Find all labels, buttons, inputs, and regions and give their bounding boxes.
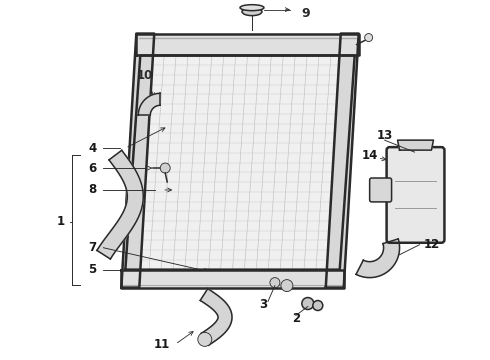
Polygon shape bbox=[200, 289, 232, 345]
Circle shape bbox=[365, 33, 372, 41]
Text: 3: 3 bbox=[259, 298, 267, 311]
Polygon shape bbox=[136, 33, 359, 55]
Circle shape bbox=[198, 332, 212, 346]
Text: 2: 2 bbox=[292, 312, 300, 325]
Polygon shape bbox=[326, 33, 359, 288]
Text: 11: 11 bbox=[154, 338, 171, 351]
Circle shape bbox=[302, 298, 314, 310]
Circle shape bbox=[281, 280, 293, 292]
Polygon shape bbox=[356, 239, 399, 278]
Ellipse shape bbox=[242, 8, 262, 15]
Text: 5: 5 bbox=[88, 263, 97, 276]
Polygon shape bbox=[138, 93, 160, 115]
Polygon shape bbox=[97, 150, 143, 259]
Polygon shape bbox=[397, 140, 434, 150]
Polygon shape bbox=[122, 33, 154, 288]
Circle shape bbox=[270, 278, 280, 288]
Text: 10: 10 bbox=[137, 69, 153, 82]
Text: 8: 8 bbox=[88, 184, 97, 197]
Polygon shape bbox=[125, 55, 355, 270]
Circle shape bbox=[160, 163, 170, 173]
Circle shape bbox=[313, 301, 323, 310]
Text: 14: 14 bbox=[362, 149, 378, 162]
Text: 12: 12 bbox=[423, 238, 440, 251]
Text: 6: 6 bbox=[88, 162, 97, 175]
Text: 13: 13 bbox=[376, 129, 392, 142]
Text: 7: 7 bbox=[88, 241, 97, 254]
FancyBboxPatch shape bbox=[387, 147, 444, 243]
Polygon shape bbox=[122, 270, 343, 288]
FancyBboxPatch shape bbox=[369, 178, 392, 202]
Text: 1: 1 bbox=[56, 215, 65, 228]
Text: 4: 4 bbox=[88, 141, 97, 155]
Text: 9: 9 bbox=[302, 7, 311, 20]
Ellipse shape bbox=[240, 5, 264, 11]
